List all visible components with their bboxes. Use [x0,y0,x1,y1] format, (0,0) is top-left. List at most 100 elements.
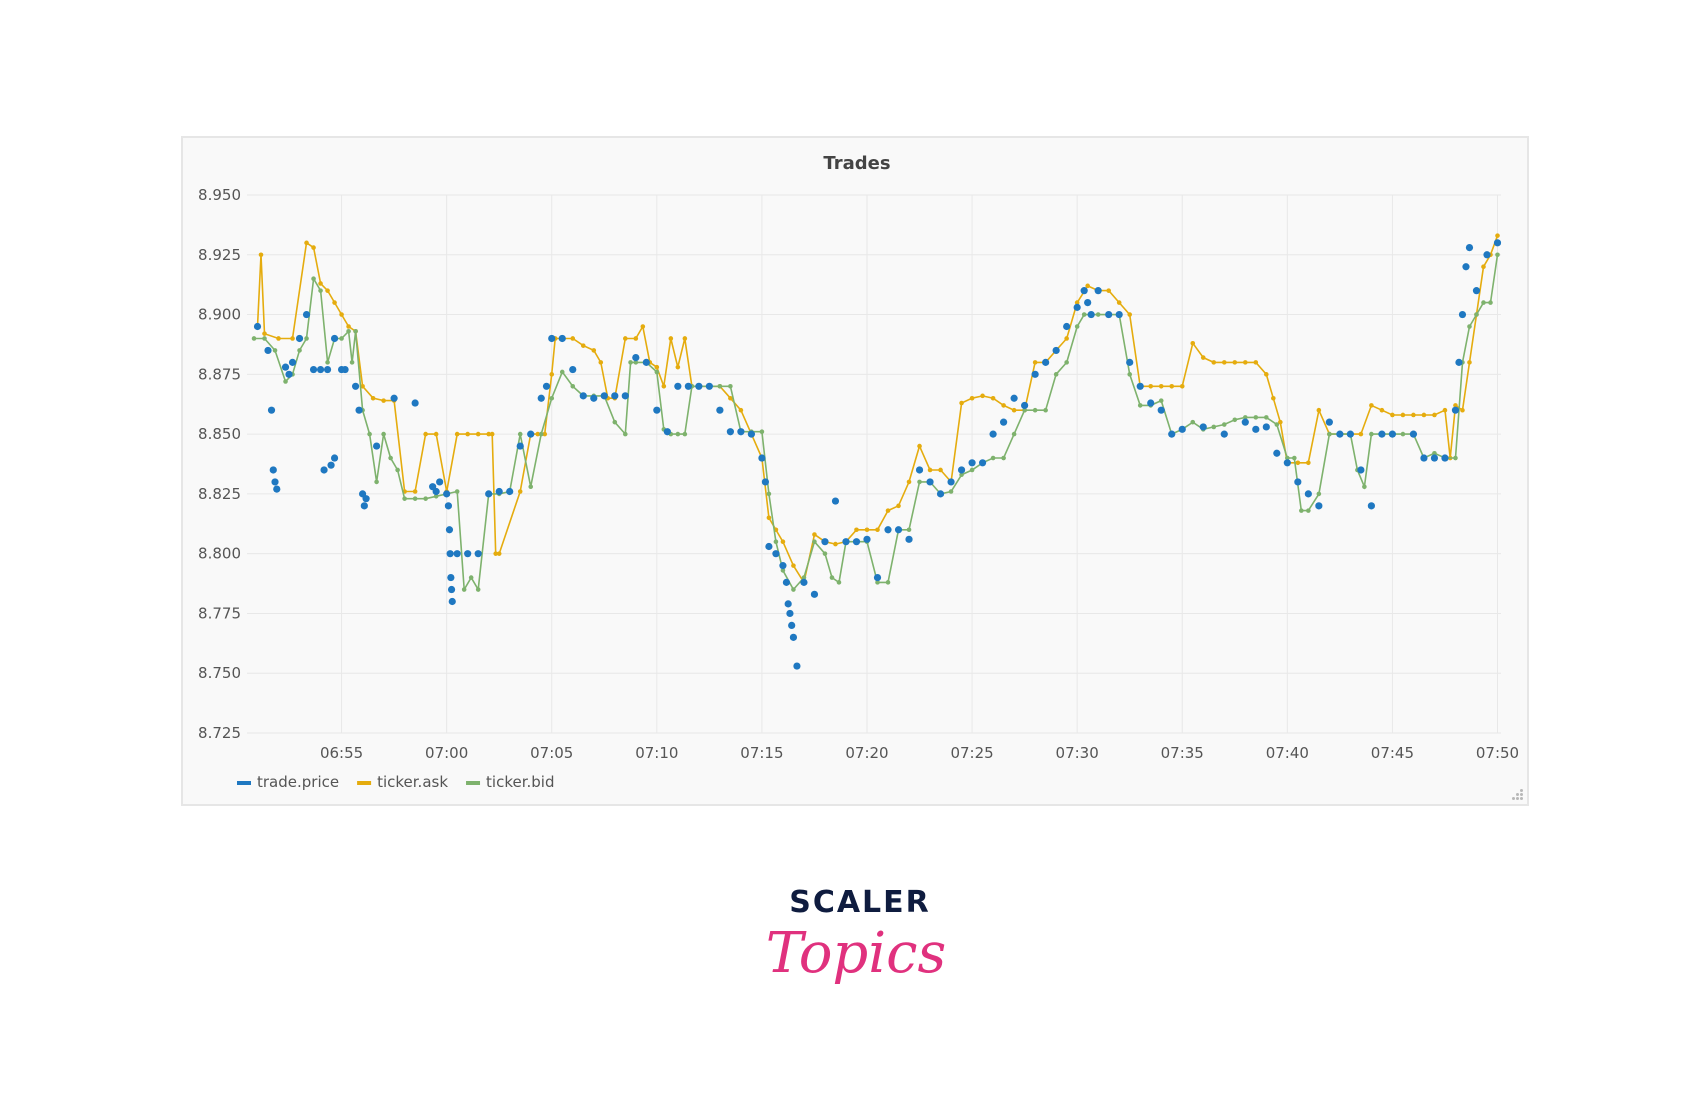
point-ticker-ask [959,400,964,406]
point-ticker-bid [612,419,618,425]
point-trade-price [436,478,444,486]
point-ticker-bid [433,493,439,499]
point-ticker-ask [906,479,912,485]
point-ticker-bid [367,431,372,437]
point-trade-price [1087,310,1095,319]
point-trade-price [1147,399,1155,407]
point-ticker-ask [1232,360,1238,365]
point-trade-price [264,346,272,355]
point-ticker-bid [1316,491,1322,497]
point-ticker-bid [1022,407,1027,413]
legend-label-ticker-bid: ticker.bid [486,773,554,791]
point-ticker-ask [833,541,838,547]
point-trade-price [269,466,277,474]
point-ticker-bid [388,455,393,461]
point-ticker-bid [969,467,975,473]
point-trade-price [831,497,840,505]
point-ticker-ask [262,331,267,336]
point-trade-price [360,502,368,510]
point-ticker-bid [1221,422,1227,427]
resize-handle-icon[interactable] [1511,788,1523,800]
point-ticker-bid [623,431,628,437]
y-tick-label: 8.900 [198,306,241,324]
point-ticker-bid [628,360,633,365]
point-ticker-ask [339,312,344,317]
point-ticker-ask [1211,360,1217,365]
y-tick-label: 8.825 [198,485,241,503]
point-ticker-bid [538,431,544,437]
point-ticker-bid [528,484,534,490]
point-trade-price [968,459,976,467]
point-ticker-bid [1481,300,1486,305]
point-ticker-ask [1495,233,1500,238]
point-ticker-ask [591,348,597,353]
point-ticker-bid [801,575,807,580]
point-trade-price [674,382,682,390]
legend-swatch-ticker-ask [357,781,372,785]
point-trade-price [894,526,903,534]
point-trade-price [485,490,493,498]
point-ticker-ask [276,336,281,341]
chart-title: Trades [823,153,890,174]
point-trade-price [779,562,787,570]
point-ticker-bid [297,348,302,353]
point-trade-price [821,538,829,546]
point-trade-price [1136,382,1144,390]
x-tick-label: 07:25 [950,744,993,762]
point-trade-price [1378,430,1386,438]
point-trade-price [558,334,566,343]
point-ticker-bid [1400,431,1406,437]
point-trade-price [590,394,598,402]
x-tick-label: 07:20 [845,744,888,762]
y-tick-label: 8.850 [198,425,241,443]
point-trade-price [323,365,332,374]
point-trade-price [1241,418,1249,426]
y-tick-label: 8.950 [198,186,241,204]
point-trade-price [1325,418,1333,426]
point-trade-price [842,538,850,546]
point-trade-price [726,428,734,436]
point-trade-price [1042,358,1050,366]
point-trade-price [1493,239,1502,247]
point-ticker-bid [885,580,891,585]
point-ticker-bid [1074,324,1080,329]
point-ticker-ask [1316,407,1322,413]
point-ticker-ask [791,563,796,568]
x-tick-label: 07:10 [635,744,678,762]
point-ticker-ask [1432,412,1437,418]
point-ticker-bid [1137,403,1143,408]
x-tick-label: 07:05 [530,744,573,762]
point-ticker-bid [1127,372,1133,377]
point-ticker-ask [885,508,891,513]
point-ticker-bid [791,587,796,592]
point-ticker-bid [1432,450,1437,456]
point-trade-price [784,600,792,608]
point-ticker-ask [969,395,975,401]
point-trade-price [1304,490,1312,498]
point-ticker-ask [1190,340,1196,346]
point-trade-price [758,454,766,462]
point-ticker-ask [938,467,943,473]
point-trade-price [782,578,791,586]
point-trade-price [1388,430,1397,438]
point-ticker-ask [1242,360,1248,365]
scaler-topics-logo: SCALER Topics [766,885,947,986]
point-trade-price [281,363,290,371]
x-tick-label: 07:50 [1476,744,1519,762]
point-ticker-ask [535,431,541,437]
y-tick-label: 8.925 [198,246,241,264]
point-ticker-bid [1253,415,1259,420]
point-ticker-ask [1379,407,1385,413]
point-trade-price [330,454,339,462]
point-ticker-ask [682,336,688,341]
point-ticker-ask [1481,264,1486,270]
y-tick-label: 8.750 [198,664,241,682]
point-ticker-bid [262,336,267,341]
point-ticker-ask [675,364,681,370]
point-ticker-ask [311,245,316,250]
point-trade-price [621,392,629,400]
point-ticker-ask [1106,288,1111,293]
point-trade-price [1199,423,1207,431]
point-ticker-ask [465,431,470,437]
point-trade-price [915,466,924,474]
